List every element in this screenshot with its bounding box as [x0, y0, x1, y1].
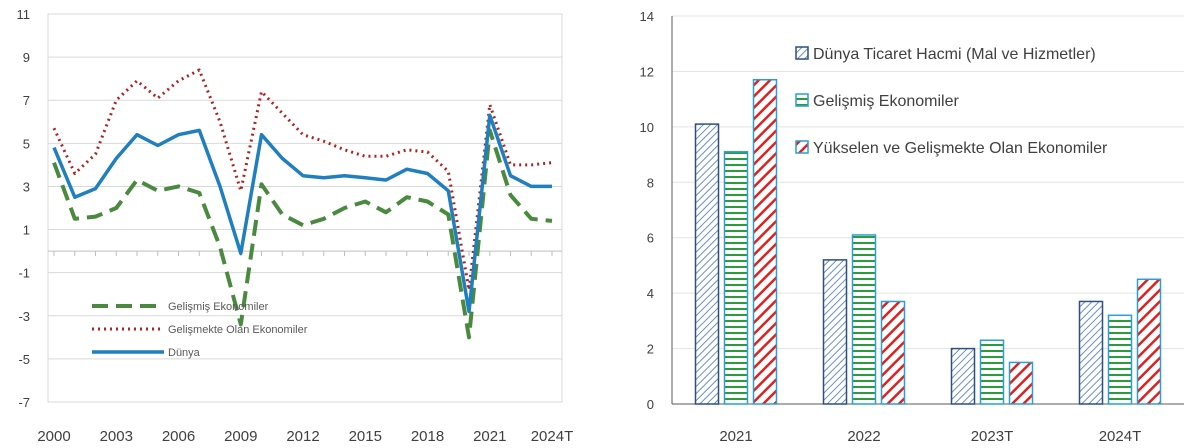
y-tick-label: 11	[17, 7, 31, 22]
x-tick-label: 2022	[847, 428, 880, 445]
legend-label: Gelişmiş Ekonomiler	[813, 93, 959, 110]
legend-label: Yükselen ve Gelişmekte Olan Ekonomiler	[813, 140, 1108, 157]
x-tick-label: 2012	[286, 428, 319, 445]
y-tick-label: 0	[647, 397, 654, 412]
legend-label: Dünya Ticaret Hacmi (Mal ve Hizmetler)	[813, 46, 1096, 63]
left-line-chart: -7 -5 -3 -1 1 3 5 7 9 11 2000 2003 2006 2009 2012 2015 2…	[17, 7, 574, 445]
bar	[1078, 300, 1104, 405]
bar	[694, 123, 720, 405]
bar	[880, 300, 906, 405]
x-tick-label: 2003	[100, 428, 133, 445]
y-tick-label: 12	[640, 64, 654, 79]
x-tick-label: 2006	[162, 428, 195, 445]
y-tick-label: 10	[640, 120, 654, 135]
right-bar-chart: 0 2 4 6 8 10 12 14 2021 2022 2023T 2024T Dünya Ticar…	[640, 9, 1184, 445]
y-tick-label: 3	[23, 179, 30, 194]
bar	[723, 151, 749, 405]
bar	[822, 259, 848, 405]
y-tick-label: 5	[23, 136, 30, 151]
y-tick-label: -7	[18, 395, 30, 410]
y-tick-label: 1	[23, 223, 30, 238]
bar	[752, 78, 778, 405]
x-tick-label: 2009	[224, 428, 257, 445]
y-tick-label: 7	[23, 93, 30, 108]
y-tick-label: 2	[647, 342, 654, 357]
series-line	[52, 113, 552, 314]
plot-area	[47, 13, 563, 403]
y-tick-label: -1	[18, 266, 30, 281]
x-tick-label: 2000	[37, 428, 70, 445]
y-tick-label: -3	[18, 309, 30, 324]
legend-label: Gelişmiş Ekonomiler	[168, 301, 269, 313]
x-tick-label: 2023T	[971, 428, 1014, 445]
legend-label: Gelişmekte Olan Ekonomiler	[168, 324, 308, 336]
y-tick-label: 8	[647, 175, 654, 190]
x-tick-label: 2024T	[1099, 428, 1142, 445]
x-tick-label: 2018	[411, 428, 444, 445]
y-tick-label: 6	[647, 231, 654, 246]
bar	[1136, 278, 1162, 405]
bar	[1008, 361, 1034, 405]
x-tick-label: 2021	[473, 428, 506, 445]
y-tick-label: -5	[18, 352, 30, 367]
y-tick-label: 14	[640, 9, 654, 24]
x-tick-label: 2021	[719, 428, 752, 445]
legend-label: Dünya	[168, 347, 201, 359]
legend-swatch	[795, 46, 809, 60]
x-tick-label: 2024T	[531, 428, 574, 445]
y-tick-label: 4	[647, 286, 654, 301]
bar	[950, 347, 976, 405]
legend-swatch	[795, 93, 809, 107]
bar	[851, 234, 877, 405]
y-tick-label: 9	[23, 50, 30, 65]
x-tick-label: 2015	[349, 428, 382, 445]
series-line	[52, 128, 553, 340]
legend-swatch	[795, 140, 809, 154]
bar	[979, 339, 1005, 405]
bar	[1107, 314, 1133, 405]
